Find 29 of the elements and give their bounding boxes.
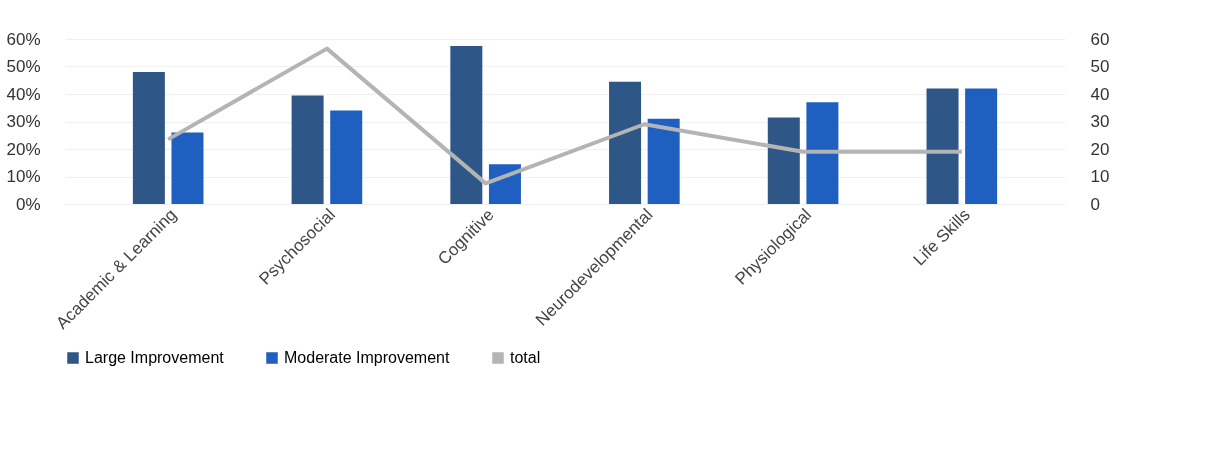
y-tick-label: 10%: [6, 167, 41, 186]
legend-label: Moderate Improvement: [284, 349, 450, 366]
y-tick-label: 40%: [6, 84, 41, 104]
y-tick-label: 60%: [6, 29, 41, 49]
bar: [450, 45, 483, 204]
y2-tick-label: 40: [1090, 84, 1110, 104]
bar: [806, 102, 839, 204]
bar: [171, 132, 204, 204]
y2-tick-label: 50: [1090, 57, 1110, 76]
y-tick-label: 30%: [6, 112, 41, 131]
y-tick-label: 20%: [6, 139, 41, 159]
line-series: [166, 46, 964, 186]
y2-tick-label: 60: [1090, 29, 1110, 49]
bar: [291, 95, 324, 204]
bar: [926, 88, 959, 204]
bar: [132, 72, 165, 204]
bar: [330, 110, 363, 204]
bar: [767, 117, 800, 204]
bar: [647, 118, 680, 204]
legend-label: total: [510, 349, 541, 366]
legend-label: Large Improvement: [85, 349, 225, 366]
bar: [609, 81, 642, 204]
y2-tick-label: 0: [1090, 194, 1100, 214]
y-tick-label: 50%: [6, 57, 41, 76]
bar: [965, 88, 998, 204]
y2-tick-label: 30: [1090, 112, 1110, 131]
y2-tick-label: 20: [1090, 139, 1110, 159]
y-tick-label: 0%: [15, 194, 41, 214]
y2-tick-label: 10: [1090, 167, 1110, 186]
